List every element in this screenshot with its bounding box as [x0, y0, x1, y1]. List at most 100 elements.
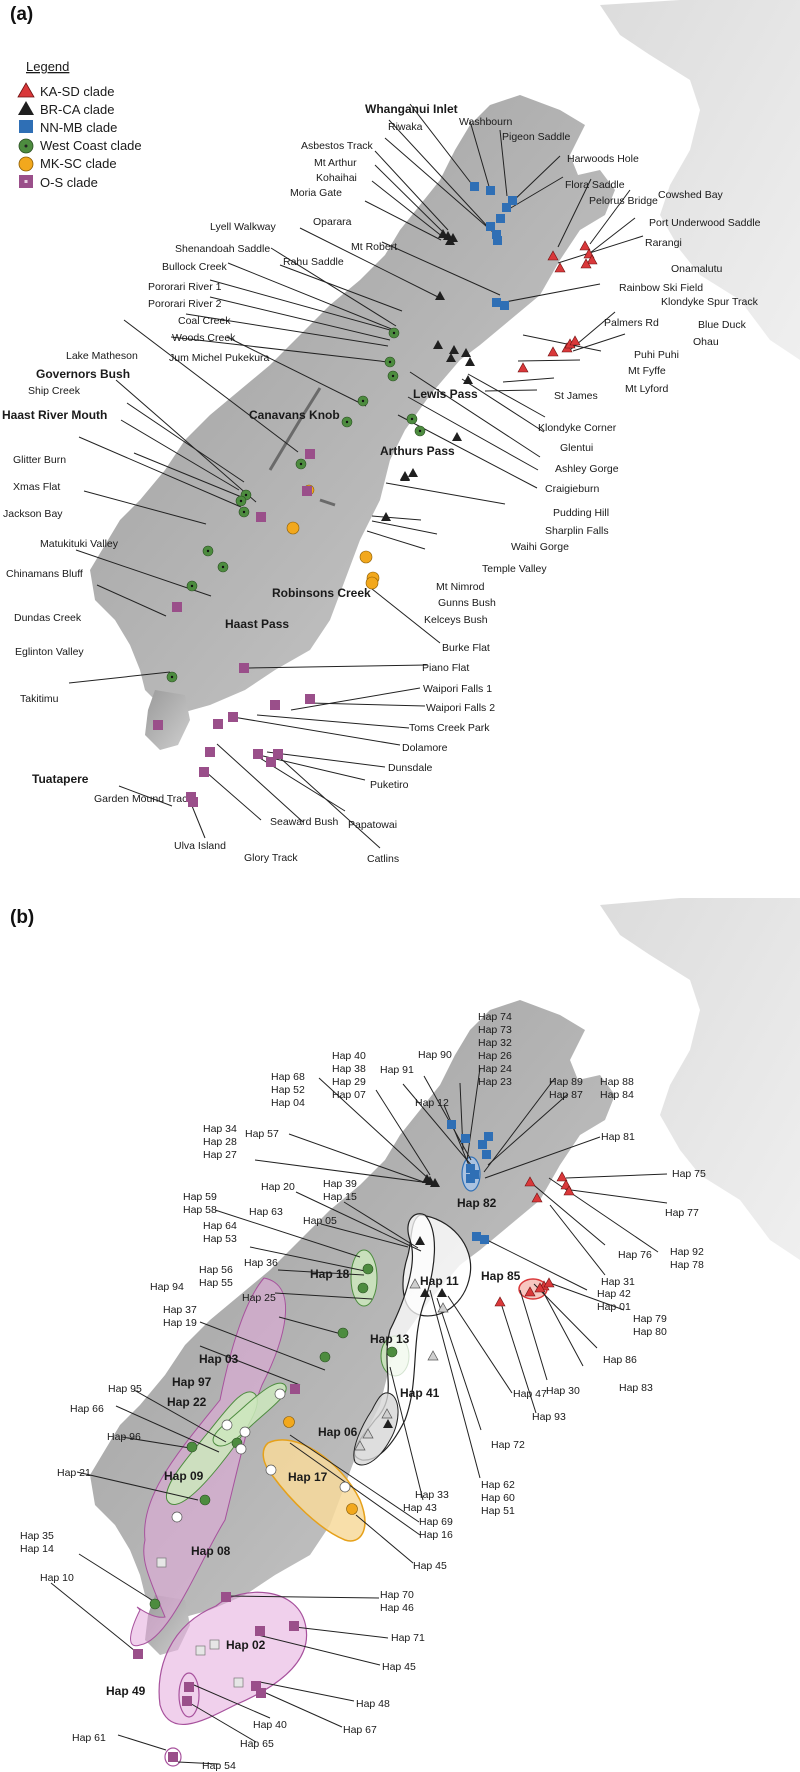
hap-label: Hap 57 [245, 1128, 279, 1140]
hap-label: Hap 45 [382, 1661, 416, 1673]
site-label: Mt Fyffe [628, 365, 666, 377]
group-label: Hap 03 [199, 1352, 239, 1366]
hap-label: Hap 40 [253, 1719, 287, 1731]
site-label: Mt Robert [351, 241, 397, 253]
site-label: Toms Creek Park [409, 722, 490, 734]
site-label: Harwoods Hole [567, 153, 639, 165]
north-island-shape-b [600, 898, 800, 1260]
panel-a: (a) Legend KA-SD clade BR-CA clade NN-MB… [2, 0, 800, 865]
hap-label: Hap 05 [303, 1215, 337, 1227]
group-label: Hap 85 [481, 1269, 521, 1283]
site-label: Dolamore [402, 742, 448, 754]
hap-label: Hap 33 [415, 1489, 449, 1501]
site-label: Temple Valley [482, 563, 547, 575]
hap49-region [178, 1672, 200, 1718]
site-label: Glitter Burn [13, 454, 66, 466]
hap54-region [164, 1747, 182, 1767]
markers-b [133, 1120, 575, 1762]
legend: Legend KA-SD clade BR-CA clade NN-MB cla… [17, 59, 142, 190]
hap-stack-89: Hap 89 Hap 87 [549, 1076, 586, 1101]
site-label: Dundas Creek [14, 612, 82, 624]
site-label: Puhi Puhi [634, 349, 679, 361]
hap-label: Hap 48 [356, 1698, 390, 1710]
hap-label: Hap 30 [546, 1385, 580, 1397]
west-coast-marker-dots [170, 331, 422, 679]
hap-label: Hap 83 [619, 1382, 653, 1394]
hap-label: Hap 96 [107, 1431, 141, 1443]
hap-label: Hap 54 [202, 1760, 236, 1772]
hap-label: Hap 36 [244, 1257, 278, 1269]
hap-label: Hap 71 [391, 1632, 425, 1644]
hap-stack-92: Hap 92 Hap 78 [670, 1246, 707, 1271]
site-label: Rahu Saddle [283, 256, 344, 268]
north-island-shape [600, 0, 800, 360]
site-label: Papatowai [348, 819, 397, 831]
blue-square-icon [19, 120, 33, 133]
group-label: Hap 13 [370, 1332, 410, 1346]
site-label: Oparara [313, 216, 352, 228]
region-label: Robinsons Creek [272, 586, 371, 600]
legend-item-o-s: O-S clade [19, 175, 98, 190]
hap-label: Hap 21 [57, 1467, 91, 1479]
group-label: Hap 41 [400, 1386, 440, 1400]
site-label: Waihi Gorge [511, 541, 569, 553]
hap-label: Hap 63 [249, 1206, 283, 1218]
site-label: Pororari River 2 [148, 298, 222, 310]
hap-label: Hap 65 [240, 1738, 274, 1750]
hap-label: Hap 93 [532, 1411, 566, 1423]
hap-label: Hap 45 [413, 1560, 447, 1572]
site-label: Mt Arthur [314, 157, 357, 169]
hap-label: Hap 47 [513, 1388, 547, 1400]
ka-sd-markers-b [494, 1171, 575, 1307]
group-label: Hap 08 [191, 1544, 231, 1558]
site-label: Gunns Bush [438, 597, 496, 609]
grey-triangle-markers-b [354, 1278, 449, 1451]
site-label: Flora Saddle [565, 179, 625, 191]
group-label: Hap 02 [226, 1638, 266, 1652]
legend-label: MK-SC clade [40, 156, 117, 171]
hap-label: Hap 91 [380, 1064, 414, 1076]
mk-sc-markers-b [283, 1416, 358, 1515]
group-label: Hap 49 [106, 1684, 146, 1698]
site-label: Glory Track [244, 852, 298, 864]
panel-b-label: (b) [10, 907, 34, 928]
region-label: Tuatapere [32, 772, 89, 786]
legend-item-br-ca: BR-CA clade [18, 101, 114, 117]
legend-label: KA-SD clade [40, 84, 114, 99]
hap-stack-37: Hap 37 Hap 19 [163, 1304, 200, 1329]
site-label: Pelorus Bridge [589, 195, 658, 207]
hap-stack-69: Hap 69 Hap 16 [419, 1516, 456, 1541]
hap-label: Hap 67 [343, 1724, 377, 1736]
hap-stack-39: Hap 39 Hap 15 [323, 1178, 360, 1203]
region-label: Whanganui Inlet [365, 102, 458, 116]
hap-stack-42: Hap 42 Hap 01 [597, 1288, 634, 1313]
hap-stack-70: Hap 70 Hap 46 [380, 1589, 417, 1614]
hap-label: Hap 86 [603, 1354, 637, 1366]
site-label: Ashley Gorge [555, 463, 619, 475]
hap-label: Hap 90 [418, 1049, 452, 1061]
group-label: Hap 17 [288, 1470, 328, 1484]
hap-stack-64: Hap 64 Hap 53 [203, 1220, 240, 1245]
orange-circle-icon [18, 156, 34, 172]
group-label: Hap 97 [172, 1375, 212, 1389]
o-s-markers-b [133, 1384, 300, 1762]
light-square-markers-b [156, 1557, 244, 1688]
site-label: Bullock Creek [162, 261, 228, 273]
nn-mb-markers [470, 182, 517, 310]
site-label: Craigieburn [545, 483, 599, 495]
hap-label: Hap 75 [672, 1168, 706, 1180]
hap-label: Hap 31 [601, 1276, 635, 1288]
site-label: Klondyke Spur Track [661, 296, 759, 308]
site-label: Puketiro [370, 779, 409, 791]
leader-lines-b [50, 1067, 668, 1765]
site-label: Piano Flat [422, 662, 469, 674]
markers-a [153, 182, 598, 807]
panel-b: (b) [10, 898, 800, 1772]
site-label: Kelceys Bush [424, 614, 488, 626]
hap-label: Hap 66 [70, 1403, 104, 1415]
legend-item-nn-mb: NN-MB clade [19, 120, 117, 135]
region-label: Haast Pass [225, 617, 289, 631]
haplotype-labels: Hap 74 Hap 73 Hap 32 Hap 26 Hap 24 Hap 2… [20, 1011, 707, 1772]
group-label: Hap 82 [457, 1196, 497, 1210]
